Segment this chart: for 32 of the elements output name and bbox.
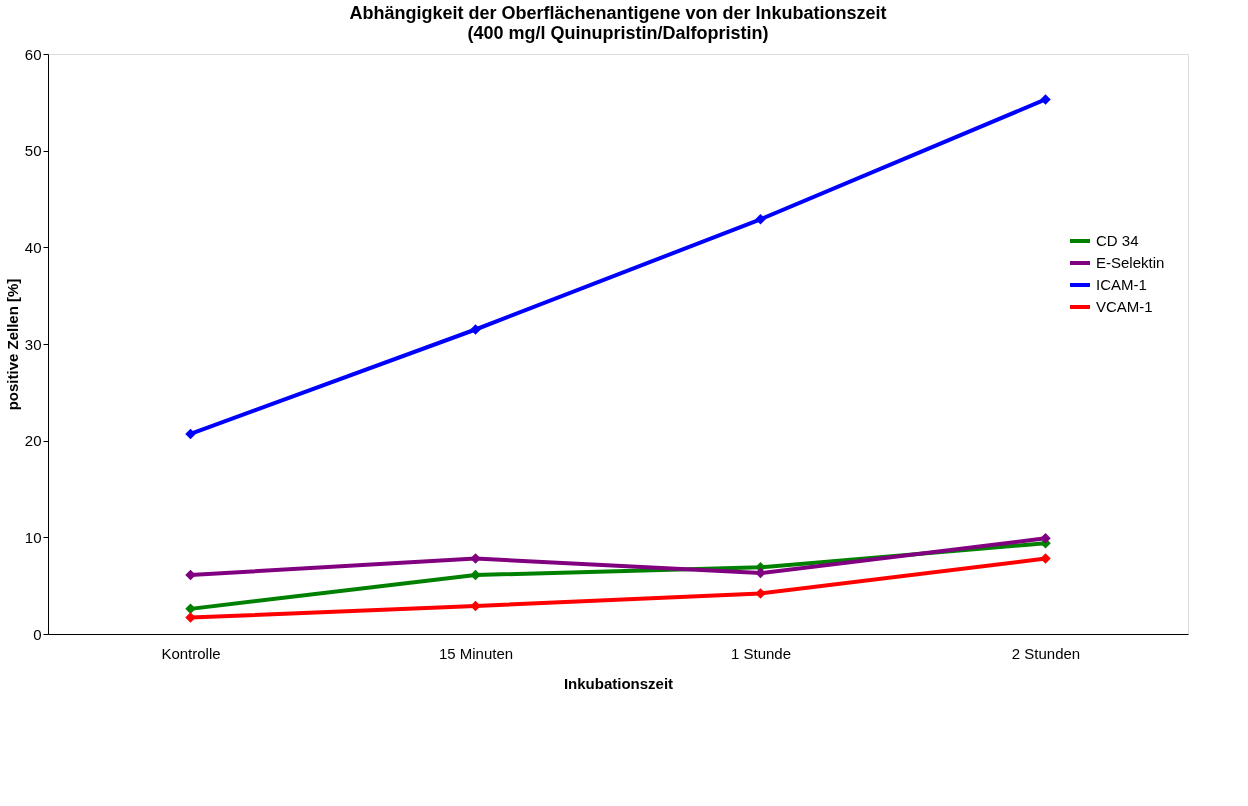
point [185,612,196,623]
text: Abhängigkeit der Oberflächenantigene von der Inkubationszeit [349,3,887,23]
point [1040,94,1051,105]
point [470,324,481,335]
y-tick-label: 60 [24,45,42,63]
legend-label: ICAM-1 [1096,276,1147,293]
x-tick-label: 1 Stunde [730,644,792,662]
y-tick-label: 40 [24,238,42,256]
point [755,588,766,599]
y-tick-label: 30 [24,335,42,353]
y-tick-label: 0 [33,625,42,643]
point [470,553,481,564]
legend-label: CD 34 [1096,232,1139,249]
y-tick-label: 50 [24,142,42,160]
point [1040,533,1051,544]
x-tick-label: 15 Minuten [438,644,514,662]
x-axis-title: Inkubationszeit [563,674,674,692]
point [470,600,481,612]
text: (400 mg/l Quinupristin/Dalfopristin) [467,23,769,43]
point [470,569,481,581]
point [1040,553,1051,564]
point [755,214,766,225]
point [755,567,766,579]
x-tick-label: 2 Stunden [1011,644,1081,662]
y-axis-title: positive Zellen [%] [3,278,21,411]
x-tick-label: Kontrolle [161,644,221,662]
point [185,428,196,440]
point [185,569,196,581]
y-tick-label: 10 [24,528,42,546]
y-tick-label: 20 [24,432,42,450]
legend-label: VCAM-1 [1096,298,1153,315]
legend-label: E-Selektin [1096,254,1165,271]
